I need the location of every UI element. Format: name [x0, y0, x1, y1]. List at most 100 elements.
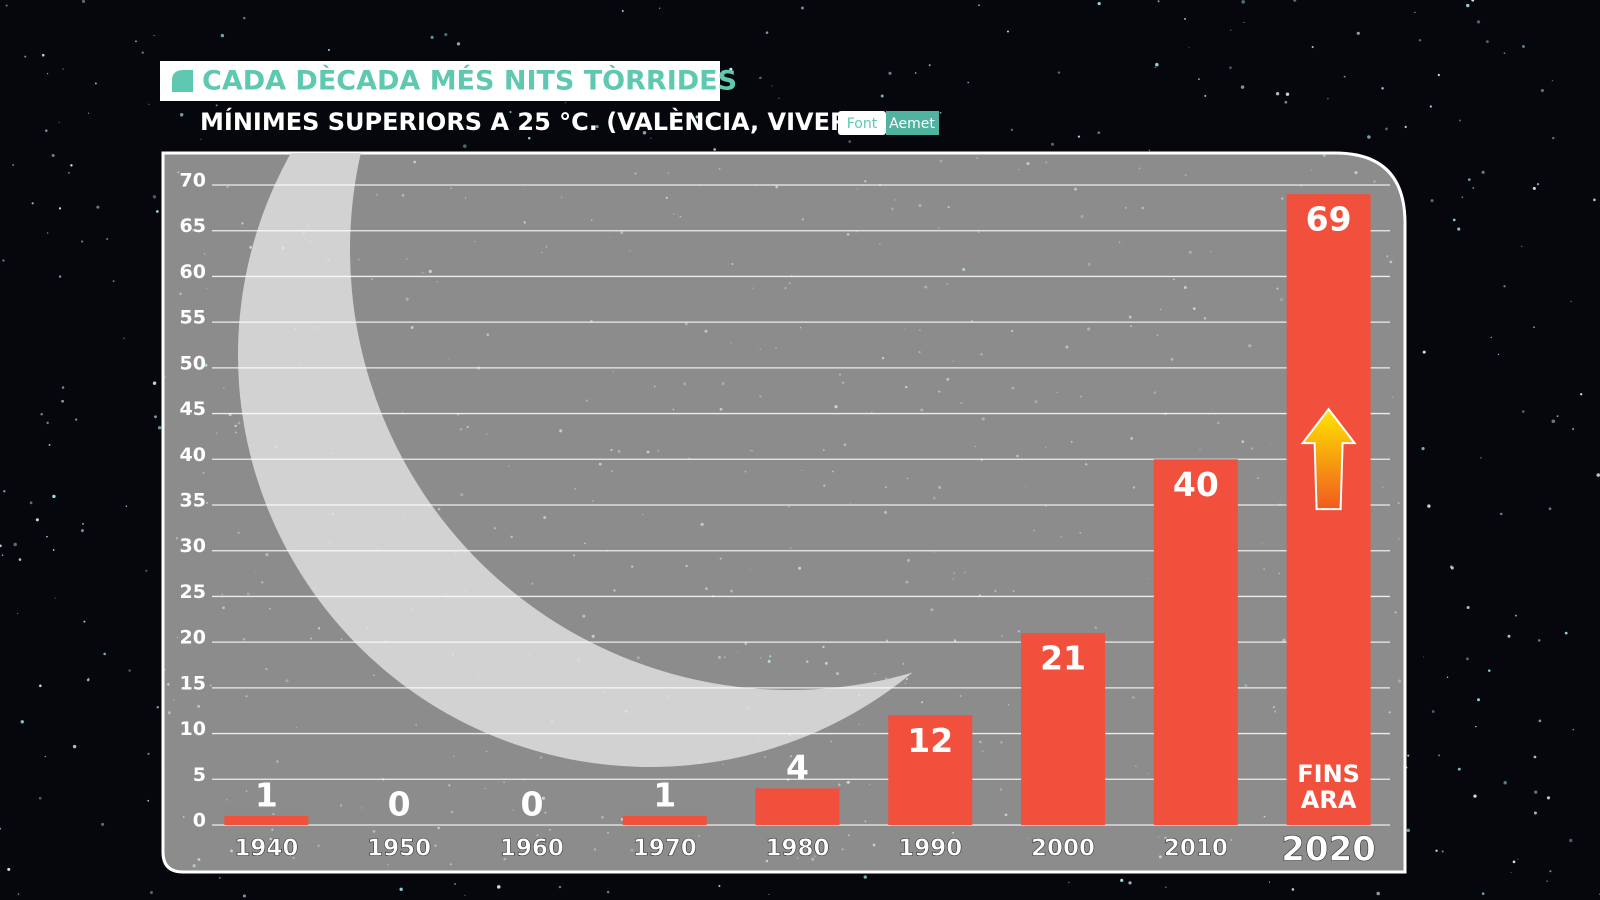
star — [1512, 860, 1516, 864]
star — [1097, 2, 1101, 6]
star — [582, 614, 586, 618]
star — [103, 652, 107, 656]
star — [1008, 704, 1010, 706]
star — [1549, 870, 1552, 873]
star — [874, 673, 876, 675]
star — [1431, 710, 1435, 713]
star — [621, 10, 624, 13]
star — [1000, 740, 1003, 744]
star — [736, 652, 739, 654]
star — [167, 683, 170, 686]
star — [1241, 0, 1245, 4]
y-tick-label: 25 — [180, 581, 206, 603]
star — [1422, 350, 1426, 354]
star — [634, 172, 637, 175]
star — [331, 451, 334, 454]
star — [1291, 888, 1295, 891]
star — [220, 33, 225, 38]
star — [268, 607, 271, 610]
star — [1381, 87, 1384, 90]
star — [1199, 449, 1201, 451]
star — [979, 740, 982, 744]
star — [884, 486, 887, 489]
star — [918, 203, 922, 207]
star — [245, 790, 248, 792]
star — [1533, 326, 1535, 328]
title-icon — [172, 70, 193, 92]
star — [444, 33, 448, 37]
star — [1079, 395, 1083, 398]
star — [630, 848, 634, 852]
star — [1280, 298, 1283, 302]
star — [606, 890, 610, 894]
star — [704, 329, 708, 333]
star — [872, 843, 876, 847]
star — [1079, 532, 1081, 534]
star — [147, 752, 150, 755]
star — [1499, 512, 1503, 516]
star — [272, 812, 275, 816]
star — [765, 859, 769, 863]
star — [1210, 250, 1212, 253]
star — [1070, 440, 1073, 443]
star — [1275, 92, 1280, 96]
y-tick-label: 10 — [180, 718, 206, 740]
star — [731, 263, 734, 266]
star — [930, 608, 934, 612]
star — [154, 415, 157, 419]
star — [698, 835, 700, 837]
star — [1057, 71, 1061, 74]
star — [241, 222, 244, 225]
star — [1163, 836, 1168, 840]
star — [883, 510, 888, 514]
value-label: 21 — [1040, 639, 1086, 678]
star — [125, 505, 128, 507]
star — [1203, 317, 1207, 320]
star — [86, 678, 90, 682]
star — [1156, 334, 1159, 337]
star — [524, 188, 526, 191]
star — [1322, 153, 1326, 157]
y-tick-label: 15 — [180, 672, 206, 694]
star — [327, 258, 330, 262]
star — [813, 855, 817, 858]
star — [905, 580, 909, 584]
star — [1430, 199, 1434, 203]
star — [953, 639, 957, 642]
star — [12, 164, 15, 166]
star — [528, 654, 530, 656]
star — [163, 375, 166, 379]
star — [591, 499, 594, 502]
star — [789, 755, 793, 758]
star — [1521, 245, 1523, 247]
star — [376, 548, 378, 550]
star — [1556, 415, 1559, 418]
value-label: 12 — [907, 721, 953, 760]
star — [1148, 149, 1151, 152]
star — [560, 196, 563, 199]
star — [1284, 100, 1288, 104]
star — [1027, 837, 1029, 840]
star — [1280, 197, 1284, 200]
star — [629, 250, 631, 252]
star — [209, 684, 212, 687]
star — [41, 53, 45, 57]
bar — [622, 815, 707, 825]
annotation-line: FINS — [1297, 760, 1360, 788]
star — [960, 402, 963, 404]
star — [509, 111, 512, 114]
star — [508, 465, 510, 468]
star — [1536, 182, 1540, 186]
star — [959, 694, 962, 698]
star — [493, 527, 497, 530]
star — [445, 592, 447, 595]
star — [904, 682, 907, 685]
star — [350, 441, 353, 445]
star — [939, 111, 942, 114]
star — [454, 553, 456, 556]
star — [906, 477, 909, 480]
star — [904, 385, 908, 389]
x-tick-label: 1960 — [500, 836, 564, 862]
star — [1146, 772, 1148, 775]
star — [1392, 396, 1394, 398]
